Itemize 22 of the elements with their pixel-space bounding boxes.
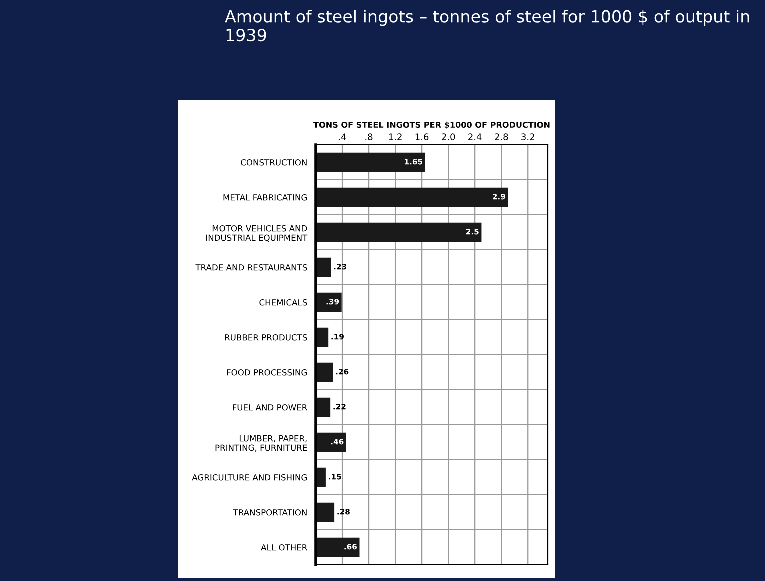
x-tick-label: .4 bbox=[339, 134, 346, 140]
y-tick-label: FOOD PROCESSING bbox=[227, 369, 307, 376]
x-tick-label: .8 bbox=[366, 134, 373, 140]
x-tick-label: 2.0 bbox=[442, 134, 456, 140]
y-tick-label: LUMBER, PAPER, PRINTING, FURNITURE bbox=[216, 436, 308, 452]
y-tick-label: MOTOR VEHICLES AND INDUSTRIAL EQUIPMENT bbox=[206, 225, 308, 242]
x-tick-label: 2.4 bbox=[468, 134, 482, 140]
x-tick-label: 1.2 bbox=[389, 134, 402, 140]
y-tick-label: METAL FABRICATING bbox=[224, 194, 307, 201]
y-tick-label: ALL OTHER bbox=[261, 544, 308, 551]
x-tick-label: 2.8 bbox=[495, 134, 508, 140]
y-tick-label: FUEL AND POWER bbox=[233, 404, 308, 411]
x-tick-label: 1.6 bbox=[416, 134, 429, 140]
y-tick-label: AGRICULTURE AND FISHING bbox=[192, 474, 307, 481]
x-axis-title: TONS OF STEEL INGOTS PER $1000 OF PRODUCTION bbox=[314, 122, 550, 130]
x-tick-label: 3.2 bbox=[522, 134, 534, 140]
chart-title: Amount of steel ingots – tonnes of steel for 1000 $ of output in 1939 bbox=[225, 10, 750, 42]
y-tick-label: CONSTRUCTION bbox=[241, 159, 307, 166]
y-tick-label: TRANSPORTATION bbox=[233, 509, 307, 516]
y-tick-label: TRADE AND RESTAURANTS bbox=[196, 264, 308, 271]
y-tick-label: RUBBER PRODUCTS bbox=[225, 334, 308, 341]
y-tick-label: CHEMICALS bbox=[260, 299, 308, 306]
